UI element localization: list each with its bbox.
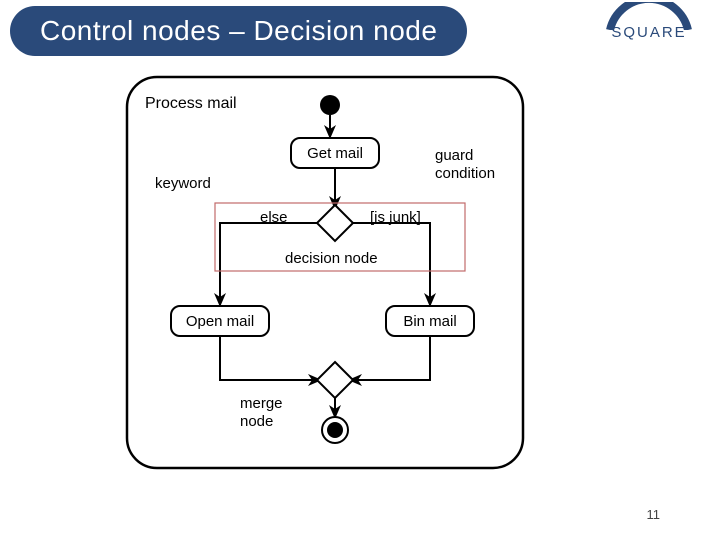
- page-number: 11: [647, 507, 661, 522]
- activity-bin: Bin mail: [385, 305, 475, 337]
- label-keyword: keyword: [155, 175, 211, 192]
- label-decnode: decision node: [285, 250, 378, 267]
- label-isjunk: [is junk]: [370, 209, 421, 226]
- slide-title: Control nodes – Decision node: [10, 6, 467, 56]
- diagram-svg: [125, 75, 525, 470]
- label-title: Process mail: [145, 95, 237, 113]
- label-guard: guard: [435, 147, 473, 164]
- label-condition: condition: [435, 165, 495, 182]
- activity-getmail: Get mail: [290, 137, 380, 169]
- label-mergelbl1: merge: [240, 395, 283, 412]
- brand-logo: SQUARE: [594, 2, 704, 41]
- activity-open: Open mail: [170, 305, 270, 337]
- label-else: else: [260, 209, 288, 226]
- label-mergelbl2: node: [240, 413, 273, 430]
- activity-diagram: Process mail Get mail keyword guardconditio…: [125, 75, 525, 470]
